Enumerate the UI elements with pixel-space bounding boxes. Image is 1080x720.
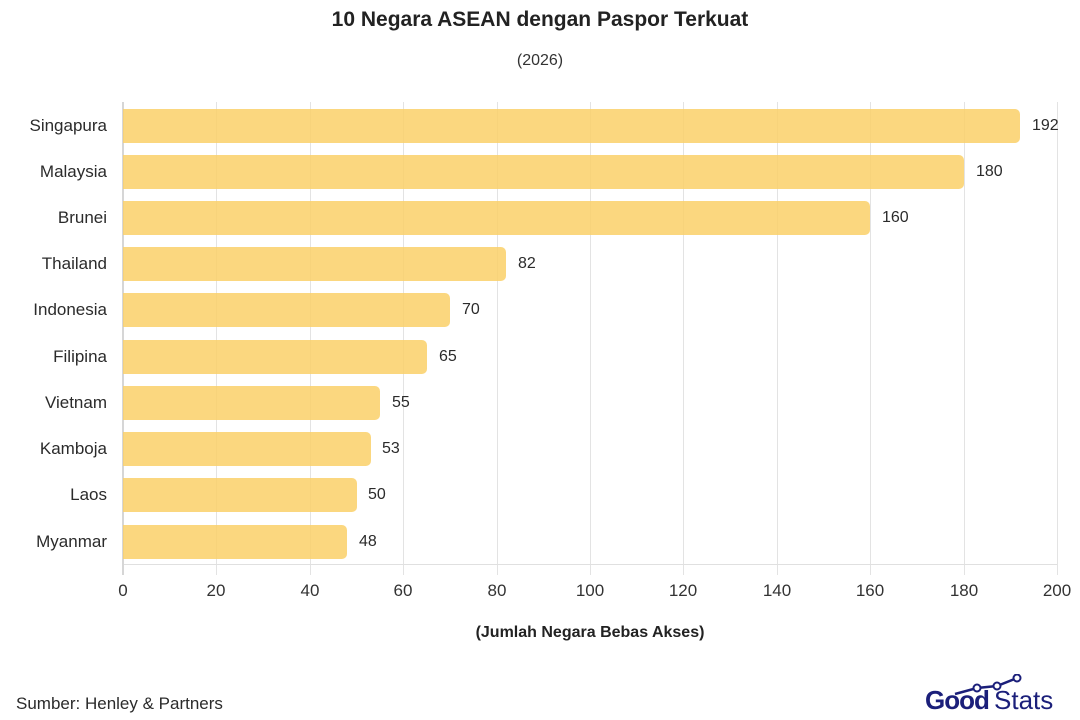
bar-singapura[interactable] [123, 109, 1020, 143]
x-tick-label: 60 [393, 581, 413, 600]
x-tick-label: 180 [949, 581, 979, 600]
chart-subtitle: (2026) [516, 52, 564, 69]
value-label: 50 [368, 486, 386, 503]
category-label: Kamboja [39, 439, 107, 458]
category-label: Laos [70, 485, 107, 504]
category-label: Vietnam [44, 393, 107, 412]
gridline [590, 102, 591, 575]
value-label: 55 [392, 394, 410, 411]
category-label: Singapura [29, 116, 107, 135]
bar-myanmar[interactable] [123, 525, 347, 559]
x-axis-line [123, 564, 1057, 565]
x-tick-label: 140 [762, 581, 792, 600]
category-label: Filipina [53, 347, 107, 366]
goodstats-logo: Good Stats [925, 674, 1070, 718]
logo-text-good: Good [925, 685, 990, 715]
y-axis-line [122, 102, 124, 575]
value-label: 160 [882, 209, 909, 226]
bar-laos[interactable] [123, 478, 357, 512]
logo-text-stats: Stats [994, 685, 1054, 715]
chart-title: 10 Negara ASEAN dengan Paspor Terkuat [331, 8, 749, 31]
x-tick-label: 0 [118, 581, 128, 600]
bar-malaysia[interactable] [123, 155, 964, 189]
category-label: Thailand [41, 254, 107, 273]
x-tick-label: 160 [855, 581, 885, 600]
value-label: 48 [359, 533, 377, 550]
gridline [497, 102, 498, 575]
gridline [777, 102, 778, 575]
bar-kamboja[interactable] [123, 432, 371, 466]
x-tick-label: 200 [1042, 581, 1072, 600]
x-tick-label: 20 [206, 581, 226, 600]
category-label: Indonesia [33, 300, 107, 319]
category-label: Malaysia [39, 162, 107, 181]
source-note: Sumber: Henley & Partners [16, 694, 223, 713]
value-label: 192 [1032, 117, 1059, 134]
x-axis-title: (Jumlah Negara Bebas Akses) [475, 624, 705, 641]
category-label: Brunei [57, 208, 107, 227]
gridline [683, 102, 684, 575]
bar-indonesia[interactable] [123, 293, 450, 327]
bar-brunei[interactable] [123, 201, 870, 235]
value-label: 65 [439, 348, 457, 365]
x-tick-label: 100 [575, 581, 605, 600]
gridline [1057, 102, 1058, 575]
value-label: 53 [382, 440, 400, 457]
chart-line-icon [954, 674, 1022, 696]
value-label: 180 [976, 163, 1003, 180]
x-tick-label: 120 [668, 581, 698, 600]
value-label: 70 [462, 301, 480, 318]
bar-thailand[interactable] [123, 247, 506, 281]
value-label: 82 [518, 255, 536, 272]
gridline [216, 102, 217, 575]
gridline [870, 102, 871, 575]
gridline [964, 102, 965, 575]
x-tick-label: 80 [487, 581, 507, 600]
bar-vietnam[interactable] [123, 386, 380, 420]
plot-area: 192 180 160 82 70 65 55 53 50 48 [122, 102, 1059, 575]
gridline [310, 102, 311, 575]
x-tick-label: 40 [300, 581, 320, 600]
bar-filipina[interactable] [123, 340, 427, 374]
gridline [403, 102, 404, 575]
category-label: Myanmar [36, 532, 107, 551]
